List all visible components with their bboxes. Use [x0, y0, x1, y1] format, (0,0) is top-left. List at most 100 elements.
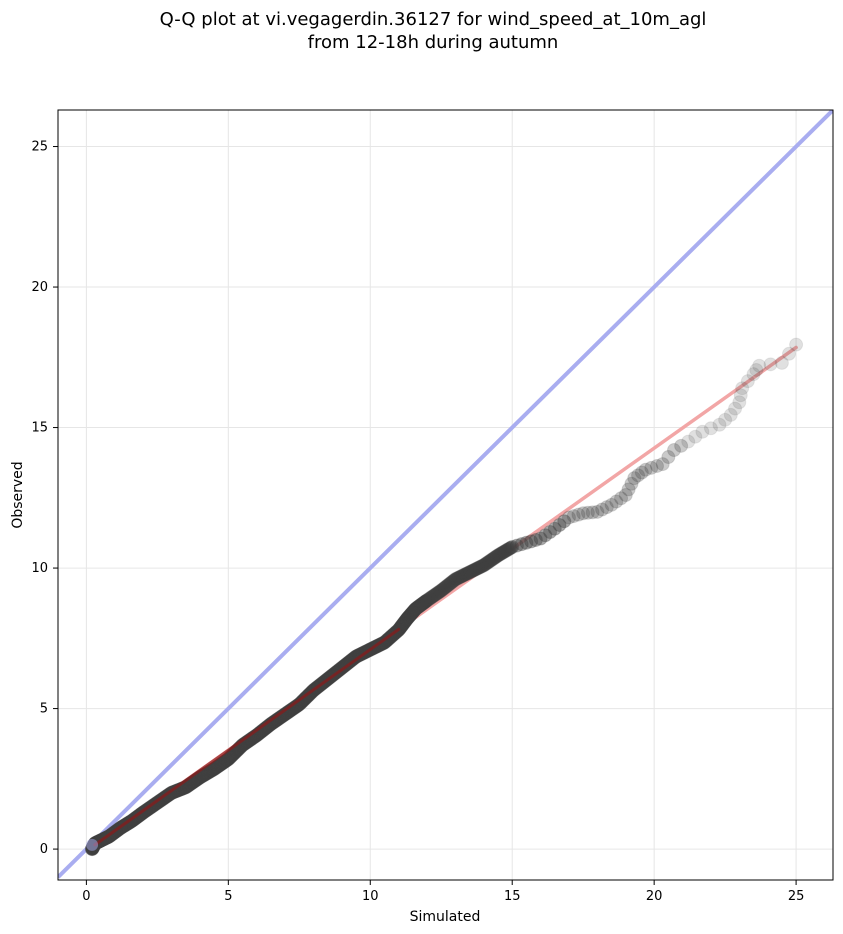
- qq-point: [434, 583, 449, 598]
- qq-point: [661, 450, 676, 465]
- qq-point: [499, 543, 514, 558]
- qq-point: [450, 571, 465, 586]
- qq-point: [437, 580, 452, 595]
- y-axis-label: Observed: [10, 461, 26, 528]
- qq-point: [463, 564, 478, 579]
- qq-point: [627, 471, 642, 486]
- qq-point: [561, 510, 576, 525]
- qq-point-start-marker: [86, 838, 99, 851]
- qq-point: [476, 558, 491, 573]
- chart-title-line-1: Q-Q plot at vi.vegagerdin.36127 for wind…: [160, 9, 707, 30]
- y-tick-label-2: 10: [31, 561, 48, 576]
- qq-point: [504, 540, 519, 555]
- y-tick-label-1: 5: [40, 702, 48, 717]
- x-tick-label-5: 25: [788, 889, 805, 904]
- qq-point: [464, 564, 479, 579]
- qq-point: [486, 551, 501, 566]
- qq-point: [470, 561, 485, 576]
- qq-point: [480, 555, 495, 570]
- qq-point: [466, 563, 481, 578]
- qq-point: [423, 590, 438, 605]
- qq-point: [453, 569, 468, 584]
- x-tick-label-4: 20: [646, 889, 663, 904]
- qq-point: [576, 506, 591, 521]
- qq-point: [498, 544, 513, 559]
- qq-point: [473, 560, 488, 575]
- qq-point: [467, 562, 482, 577]
- qq-point: [638, 462, 653, 477]
- qq-point: [501, 542, 516, 557]
- qq-point: [478, 557, 493, 572]
- qq-point: [609, 494, 624, 509]
- qq-point: [429, 586, 444, 601]
- identity-line: [58, 110, 833, 879]
- x-tick-label-1: 5: [224, 889, 232, 904]
- qq-point: [428, 587, 443, 602]
- qq-point: [495, 545, 510, 560]
- qq-point: [475, 558, 490, 573]
- qq-point: [655, 457, 670, 472]
- qq-point: [624, 476, 639, 491]
- qq-point: [494, 546, 509, 561]
- qq-point: [712, 417, 727, 432]
- qq-point: [424, 590, 439, 605]
- qq-point: [580, 505, 595, 520]
- qq-point: [442, 576, 457, 591]
- qq-point: [728, 401, 743, 416]
- qq-point: [533, 531, 548, 546]
- qq-point: [502, 541, 517, 556]
- qq-point: [419, 594, 434, 609]
- qq-point: [492, 547, 507, 562]
- qq-point: [493, 547, 508, 562]
- qq-point: [723, 407, 738, 422]
- qq-point: [468, 562, 483, 577]
- qq-point: [509, 538, 524, 553]
- chart-title-line-2: from 12-18h during autumn: [308, 32, 559, 53]
- qq-point: [472, 560, 487, 575]
- x-tick-label-3: 15: [504, 889, 521, 904]
- qq-point: [420, 593, 435, 608]
- qq-point: [474, 559, 489, 574]
- qq-point: [740, 374, 755, 389]
- qq-point: [789, 337, 804, 352]
- qq-point: [514, 537, 529, 552]
- qq-point: [500, 542, 515, 557]
- qq-point: [469, 561, 484, 576]
- qq-point: [479, 556, 494, 571]
- qq-point: [459, 567, 474, 582]
- qq-point: [462, 565, 477, 580]
- qq-point: [585, 505, 600, 520]
- qq-point: [599, 500, 614, 515]
- qq-point: [461, 565, 476, 580]
- x-tick-label-2: 10: [362, 889, 379, 904]
- qq-point: [781, 346, 796, 361]
- series-layer: [58, 110, 833, 879]
- qq-point: [444, 575, 459, 590]
- qq-point: [505, 539, 520, 554]
- axis-ticks: 0 5 10 15 20 25 0 5 10 15 20 25: [31, 140, 804, 904]
- qq-point: [547, 521, 562, 536]
- grid-lines: [58, 110, 833, 880]
- qq-point: [482, 554, 497, 569]
- qq-point: [557, 514, 572, 529]
- qq-point: [435, 582, 450, 597]
- qq-point: [422, 591, 437, 606]
- qq-point: [483, 553, 498, 568]
- qq-point: [566, 509, 581, 524]
- qq-point: [454, 569, 469, 584]
- qq-point: [443, 576, 458, 591]
- qq-point: [427, 588, 442, 603]
- qq-point: [487, 550, 502, 565]
- qq-point: [489, 549, 504, 564]
- qq-point: [430, 586, 445, 601]
- qq-point: [441, 577, 456, 592]
- y-tick-label-0: 0: [40, 842, 48, 857]
- plot-frame: [57, 109, 834, 881]
- x-tick-label-0: 0: [82, 889, 90, 904]
- qq-point: [436, 581, 451, 596]
- qq-point: [735, 381, 750, 396]
- qq-point: [543, 525, 558, 540]
- qq-point: [621, 482, 636, 497]
- qq-point: [590, 504, 605, 519]
